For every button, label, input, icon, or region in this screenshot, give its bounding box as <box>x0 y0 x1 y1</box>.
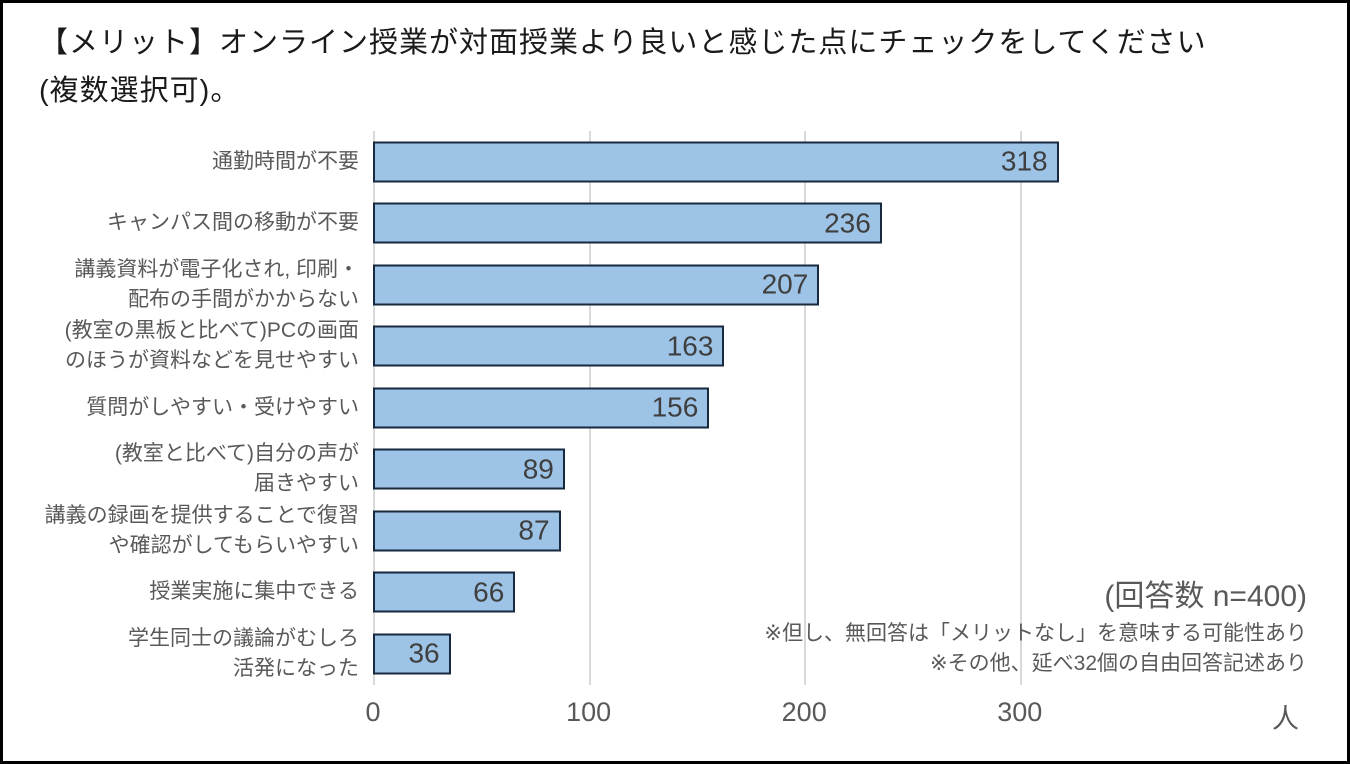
bar-area: 207 <box>373 254 1313 316</box>
bar-row: (教室と比べて)自分の声が 届きやすい 89 <box>3 439 1347 501</box>
bar-area: 66 <box>373 562 1313 624</box>
bar-rows: 通勤時間が不要 318 キャンパス間の移動が不要 236 講義資料が電子化され, 印刷・… <box>3 131 1347 685</box>
bar-row: 講義資料が電子化され, 印刷・ 配布の手間がかからない 207 <box>3 254 1347 316</box>
category-label: 講義資料が電子化され, 印刷・ 配布の手間がかからない <box>74 257 359 311</box>
bar-area: 89 <box>373 439 1313 501</box>
bar-row: キャンパス間の移動が不要 236 <box>3 193 1347 255</box>
bar-area: 156 <box>373 377 1313 439</box>
bar-area: 318 <box>373 131 1313 193</box>
bar: 163 <box>373 325 725 367</box>
plot-area: (回答数 n=400) ※但し、無回答は「メリットなし」を意味する可能性あり ※… <box>373 131 1313 685</box>
bar: 318 <box>373 141 1059 183</box>
note-free-answers: ※その他、延べ32個の自由回答記述あり <box>930 652 1307 675</box>
bar-area: 163 <box>373 316 1313 378</box>
x-axis-tick-label: 100 <box>566 696 612 727</box>
bar: 207 <box>373 264 820 306</box>
bar-area: 236 <box>373 193 1313 255</box>
category-label: (教室の黒板と比べて)PCの画面 のほうが資料などを見せやすい <box>64 319 359 373</box>
chart-title-line2: (複数選択可)。 <box>39 75 241 107</box>
x-axis: 人 0 100 200 300 <box>365 685 1313 734</box>
bar-row: 講義の録画を提供することで復習 や確認がしてもらいやすい 87 <box>3 500 1347 562</box>
bar-value-label: 89 <box>522 453 554 485</box>
chart-annotations: (回答数 n=400) ※但し、無回答は「メリットなし」を意味する可能性あり ※… <box>764 575 1307 679</box>
bar: 156 <box>373 387 710 429</box>
note-no-answer: ※但し、無回答は「メリットなし」を意味する可能性あり <box>764 622 1307 645</box>
x-axis-tick-label: 0 <box>365 696 381 727</box>
bar-area: 36 <box>373 623 1313 685</box>
bar: 236 <box>373 202 882 244</box>
response-count-label: (回答数 n=400) <box>1104 580 1307 613</box>
bar: 66 <box>373 571 516 613</box>
x-axis-tick-label: 300 <box>997 696 1043 727</box>
bar-chart: (回答数 n=400) ※但し、無回答は「メリットなし」を意味する可能性あり ※… <box>3 131 1347 734</box>
category-label: 質問がしやすい・受けやすい <box>86 395 359 419</box>
bar-row: 学生同士の議論がむしろ 活発になった 36 <box>3 623 1347 685</box>
gridline-200 <box>804 131 807 685</box>
bar-value-label: 236 <box>824 207 871 239</box>
bar-value-label: 163 <box>666 330 714 362</box>
category-label: (教室と比べて)自分の声が 届きやすい <box>114 442 359 496</box>
bar-row: 質問がしやすい・受けやすい 156 <box>3 377 1347 439</box>
x-axis-unit-label: 人 <box>1272 703 1299 734</box>
bar-area: 87 <box>373 500 1313 562</box>
category-label: 通勤時間が不要 <box>212 149 359 173</box>
category-label: 学生同士の議論がむしろ 活発になった <box>128 626 359 680</box>
bar-value-label: 36 <box>408 637 440 669</box>
bar: 87 <box>373 510 561 552</box>
bar-value-label: 207 <box>761 268 809 300</box>
bar-row: 通勤時間が不要 318 <box>3 131 1347 193</box>
category-label: キャンパス間の移動が不要 <box>107 211 359 235</box>
gridline-300 <box>1019 131 1022 685</box>
category-label: 講義の録画を提供することで復習 や確認がしてもらいやすい <box>44 503 359 557</box>
x-axis-tick-label: 200 <box>781 696 827 727</box>
bar-row: 授業実施に集中できる 66 <box>3 562 1347 624</box>
bar-value-label: 156 <box>651 391 699 423</box>
chart-title: 【メリット】オンライン授業が対面授業より良いと感じた点にチェックをしてください … <box>3 3 1347 115</box>
chart-title-line1: 【メリット】オンライン授業が対面授業より良いと感じた点にチェックをしてください <box>39 27 1207 59</box>
bar-row: (教室の黒板と比べて)PCの画面 のほうが資料などを見せやすい 163 <box>3 316 1347 378</box>
bar-value-label: 318 <box>1000 145 1048 177</box>
category-label: 授業実施に集中できる <box>149 580 359 604</box>
bar-value-label: 87 <box>518 514 550 546</box>
bar: 89 <box>373 448 565 490</box>
bar-value-label: 66 <box>473 576 505 608</box>
bar: 36 <box>373 633 451 675</box>
